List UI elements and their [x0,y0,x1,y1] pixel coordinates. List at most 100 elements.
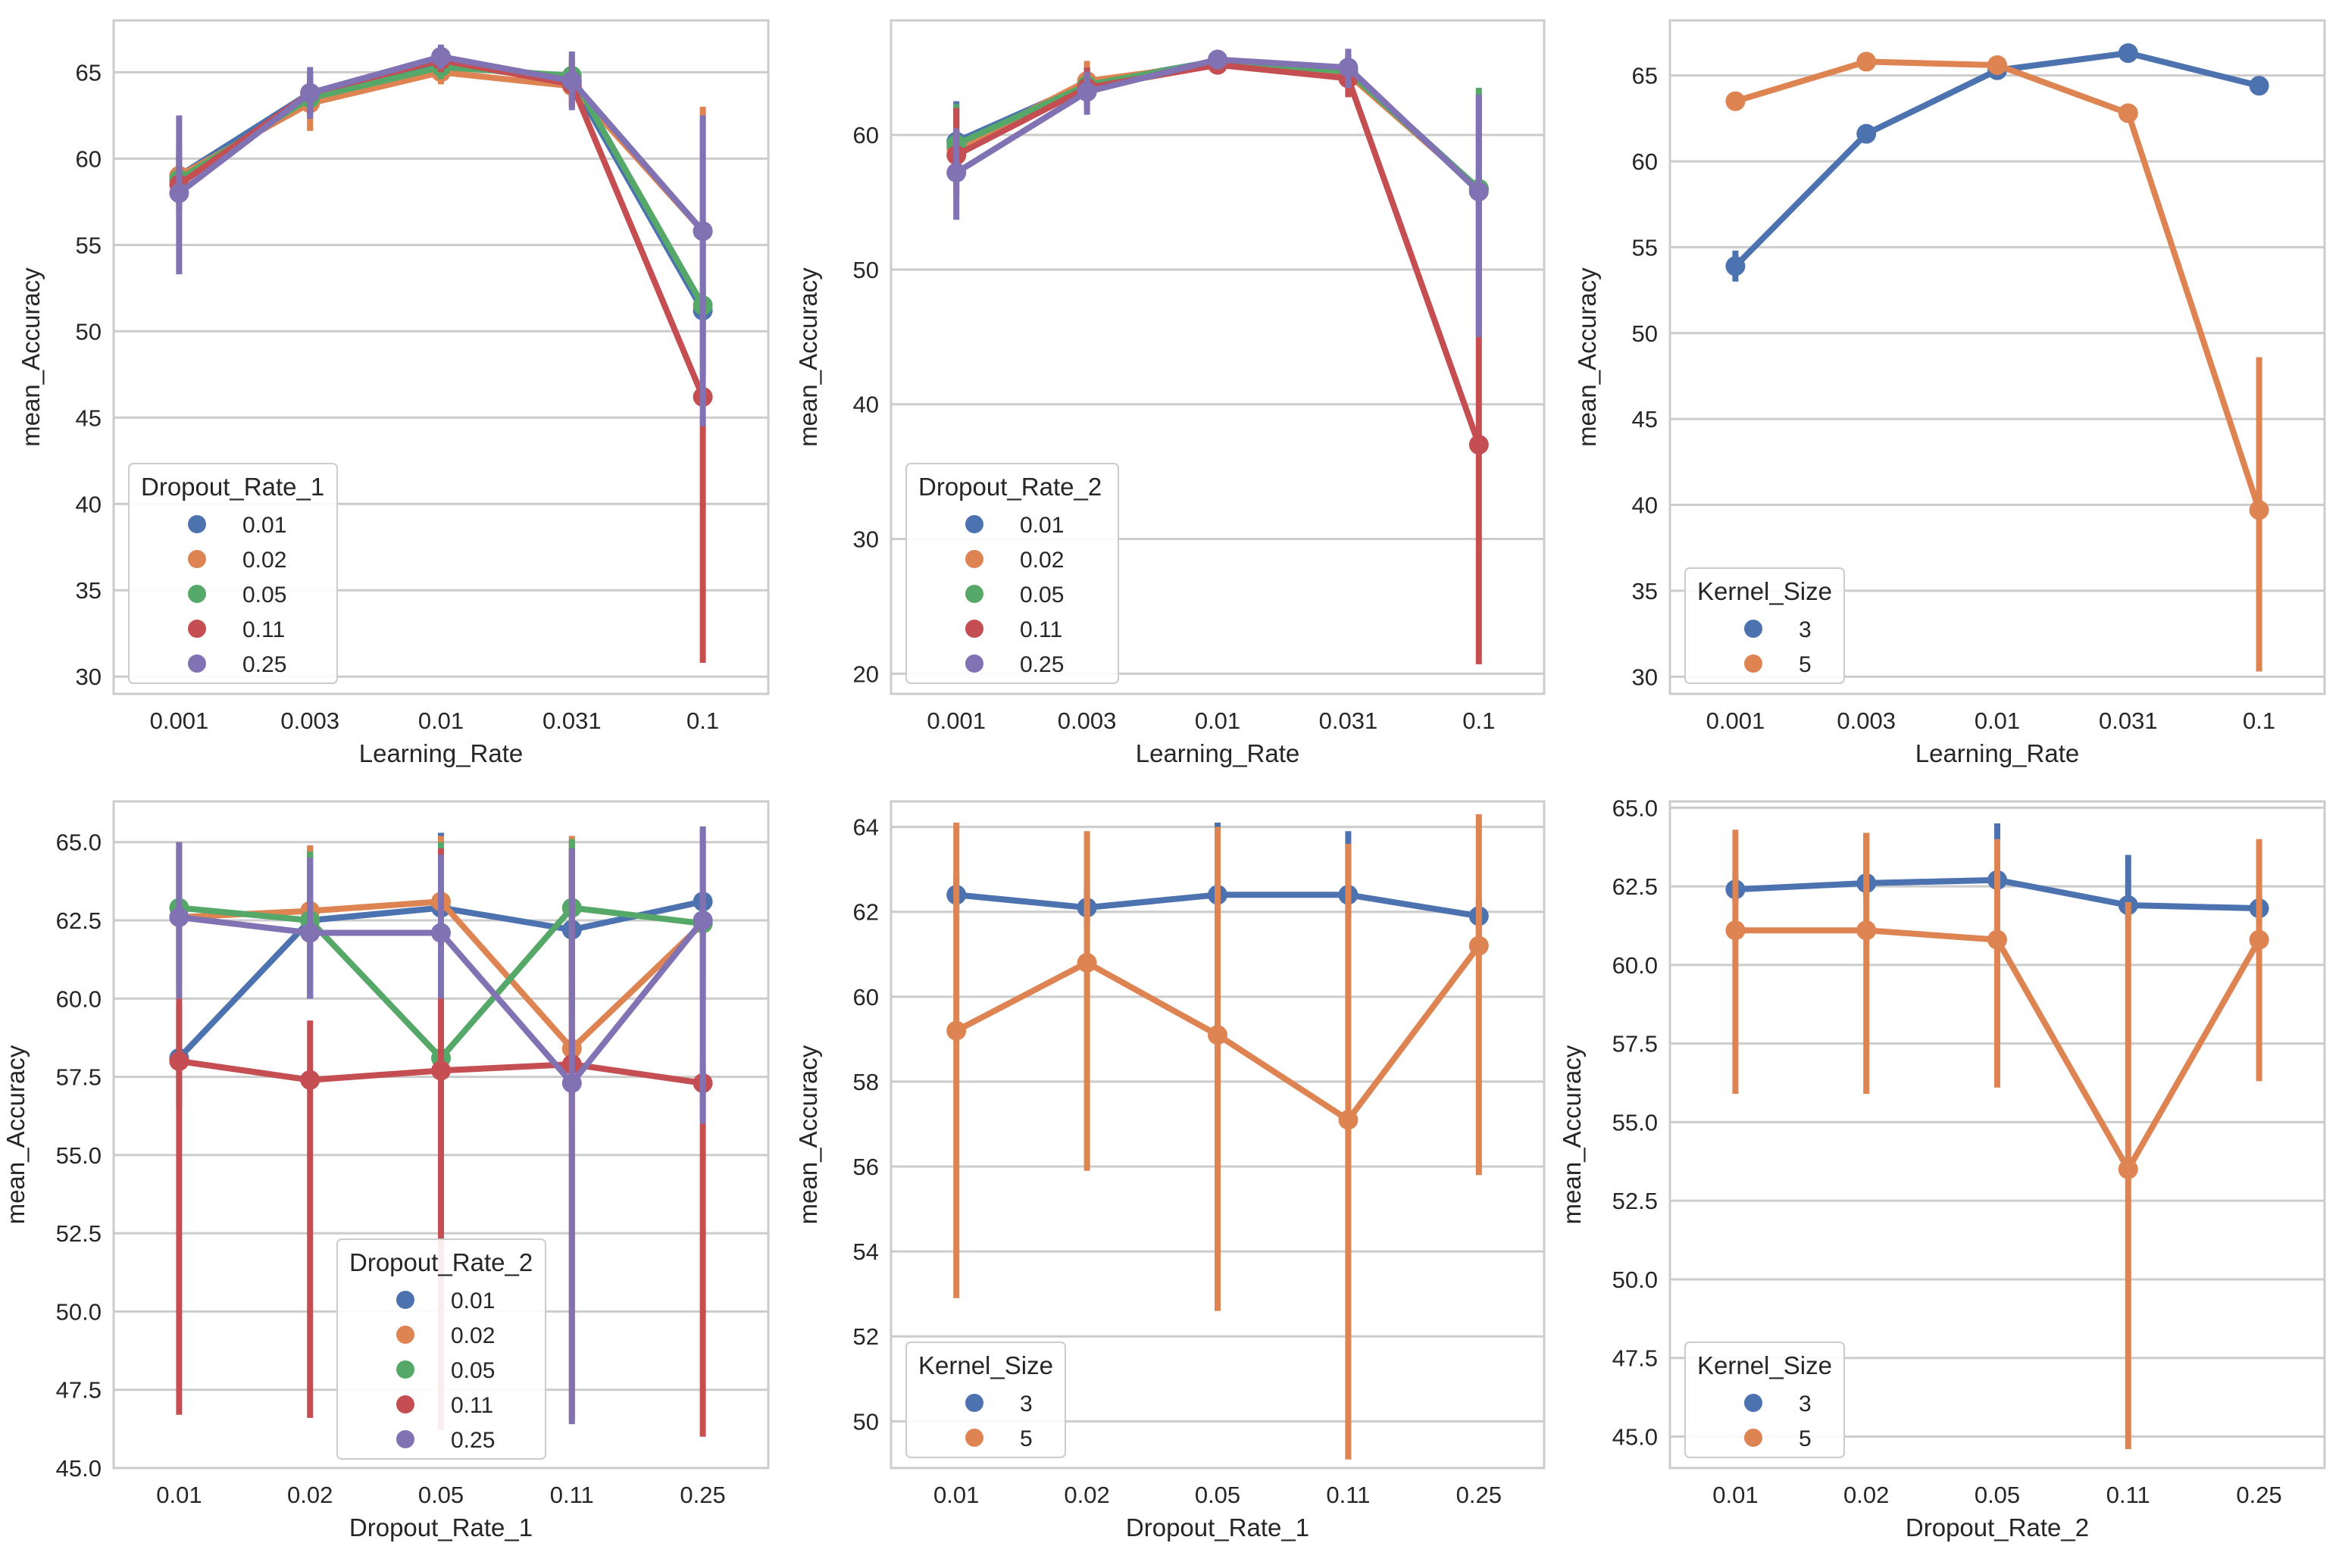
legend-label: 0.02 [451,1323,495,1348]
x-axis-label: Learning_Rate [1136,739,1300,767]
legend-marker [188,620,206,638]
x-tick-label: 0.01 [1195,707,1240,734]
data-point [2118,103,2138,123]
x-axis-label: Dropout_Rate_1 [1126,1513,1309,1541]
y-axis-label: mean_Accuracy [1558,1045,1586,1224]
x-tick-label: 0.02 [1064,1482,1109,1508]
data-point [431,46,451,67]
y-tick-label: 40 [1632,492,1658,519]
data-point [300,1070,321,1090]
y-tick-label: 60 [76,145,102,172]
data-point [1987,55,2007,75]
y-tick-label: 64 [853,814,879,841]
legend-title: Dropout_Rate_2 [349,1248,533,1276]
y-tick-label: 50 [76,318,102,345]
data-point [300,923,321,943]
x-tick-label: 0.11 [2106,1482,2150,1508]
y-tick-label: 52 [853,1323,879,1350]
y-tick-label: 58 [853,1069,879,1095]
legend-marker [965,550,983,568]
data-point [1725,920,1746,941]
legend-box [1684,567,1845,684]
series-0.05 [169,55,713,375]
plot-frame [1668,800,2326,1470]
legend-label: 0.11 [451,1393,493,1418]
x-tick-label: 0.01 [156,1482,202,1508]
data-point [169,183,189,203]
panel-5: 50 52 54 56 58 60 62 64 0.01 0.02 0.05 0.11 0.25 Drop… [794,800,1546,1541]
legend-label: 0.11 [242,617,285,642]
data-point [1856,920,1877,941]
legend-marker [396,1360,414,1379]
x-tick-label: 0.031 [1319,707,1378,734]
legend-label: 0.01 [451,1288,495,1313]
x-tick-label: 0.05 [418,1482,464,1508]
legend: Dropout_Rate_2 0.01 0.02 0.05 0.11 0.25 [336,1238,546,1460]
legend: Dropout_Rate_1 0.01 0.02 0.05 0.11 0.25 [128,463,338,684]
y-tick-label: 50 [853,1408,879,1435]
legend-box [905,1342,1066,1458]
x-tick-label: 0.25 [2236,1482,2281,1508]
legend: Kernel_Size 3 5 [905,1342,1066,1458]
legend-label: 0.25 [451,1428,495,1453]
data-point [946,162,967,183]
legend-marker [1744,1394,1762,1412]
y-tick-label: 54 [853,1238,879,1265]
legend-label: 0.25 [242,652,286,677]
legend-label: 5 [1020,1426,1033,1451]
series-0.25 [946,48,1489,337]
y-tick-label: 50 [1632,320,1658,347]
legend-marker [188,585,206,603]
series-line [177,64,706,308]
series-0.01 [946,51,1489,337]
y-axis-label: mean_Accuracy [794,267,822,447]
x-axis-label: Dropout_Rate_2 [1906,1513,2089,1541]
series-line [1733,50,2260,269]
panel-4: 45.0 47.5 50.0 52.5 55.0 57.5 60.0 62.5 65.0 0.01… [2,800,770,1541]
legend-label: 0.02 [1020,548,1064,573]
x-tick-label: 0.25 [1456,1482,1502,1508]
x-tick-label: 0.01 [933,1482,979,1508]
legend-box [905,463,1119,684]
legend-label: 3 [1799,1392,1812,1417]
legend-marker [396,1430,414,1448]
y-tick-label: 60.0 [56,985,102,1012]
y-tick-label: 35 [76,577,102,604]
y-tick-label: 47.5 [56,1377,102,1404]
data-point [561,1073,582,1093]
plot-frame [890,19,1546,695]
y-tick-label: 60 [853,122,879,148]
x-tick-label: 0.11 [550,1482,594,1508]
y-tick-label: 62 [853,899,879,926]
data-point [1468,181,1489,201]
panel-2: 20 30 40 50 60 0.001 0.003 0.01 0.031 0.1 Learning… [794,19,1546,767]
y-tick-label: 55 [76,232,102,258]
y-tick-label: 45 [76,404,102,431]
data-point [2249,929,2269,950]
panel-6: 45.0 47.5 50.0 52.5 55.0 57.5 60.0 62.5 65.0 0.01… [1558,795,2326,1541]
x-tick-label: 0.02 [1843,1482,1889,1508]
y-tick-label: 57.5 [56,1064,102,1091]
series-0.02 [169,60,713,358]
data-point [2249,76,2269,96]
legend-label: 3 [1020,1392,1033,1417]
y-tick-label: 52.5 [56,1220,102,1247]
y-axis-label: mean_Accuracy [17,267,45,447]
y-tick-label: 50.0 [56,1298,102,1325]
data-point [1856,123,1877,144]
legend: Dropout_Rate_2 0.01 0.02 0.05 0.11 0.25 [905,463,1119,684]
data-point [693,910,713,930]
x-axis-label: Dropout_Rate_1 [349,1513,533,1541]
legend-title: Kernel_Size [1697,577,1832,605]
data-point [1077,82,1097,102]
legend-title: Dropout_Rate_2 [918,473,1102,501]
panel-1: 30 35 40 45 50 55 60 65 0.001 0.003 0.01 0.031 0.1 Le… [17,19,770,767]
data-point [693,221,713,242]
y-tick-label: 57.5 [1612,1031,1658,1057]
y-tick-label: 40 [853,392,879,418]
legend-box [1684,1342,1845,1458]
legend: Kernel_Size 3 5 [1684,567,1845,684]
legend-label: 0.25 [1020,652,1064,677]
x-tick-label: 0.001 [150,707,209,734]
